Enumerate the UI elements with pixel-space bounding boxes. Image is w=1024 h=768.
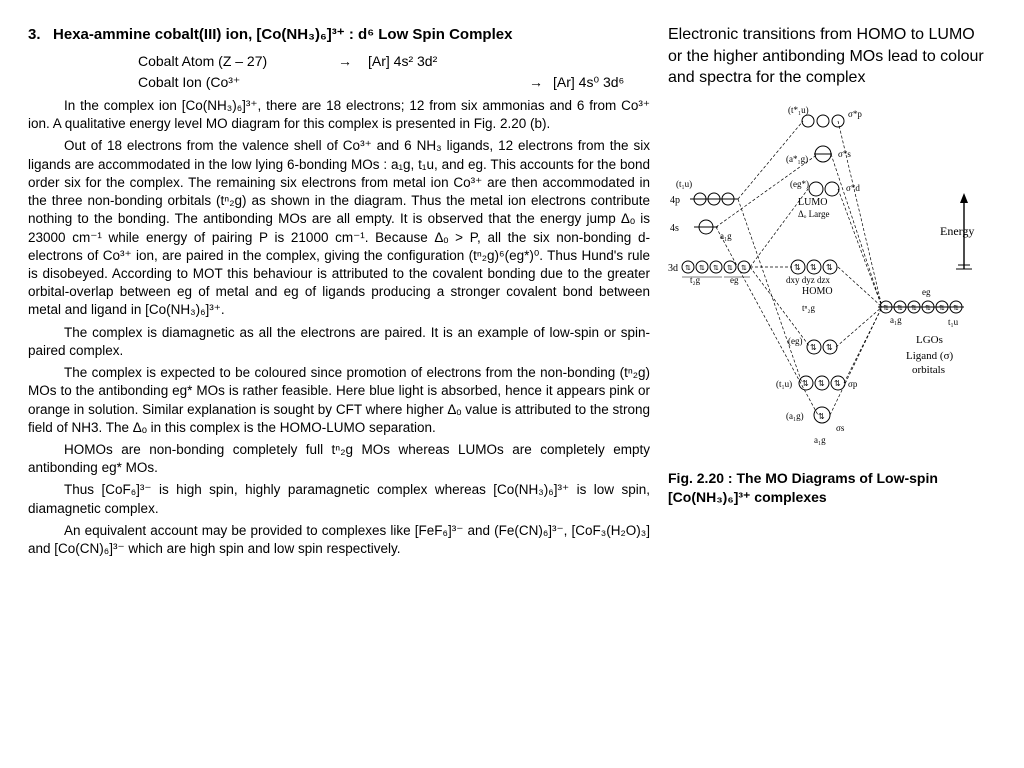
svg-text:eg: eg [730, 275, 739, 285]
paragraph-7: An equivalent account may be provided to… [28, 522, 650, 558]
svg-text:(a₁g): (a₁g) [786, 411, 804, 421]
title-text: Hexa-ammine cobalt(III) ion, [Co(NH₃)₆]³… [53, 26, 512, 43]
svg-text:⇅: ⇅ [818, 412, 825, 421]
svg-text:⇅: ⇅ [810, 263, 817, 272]
svg-text:HOMO: HOMO [802, 286, 833, 297]
svg-text:a₁g: a₁g [814, 435, 826, 445]
svg-text:⇅: ⇅ [818, 379, 825, 388]
svg-text:⇅: ⇅ [727, 264, 733, 272]
svg-text:3d: 3d [668, 263, 678, 274]
svg-text:σ*p: σ*p [848, 109, 862, 119]
paragraph-6: Thus [CoF₆]³⁻ is high spin, highly param… [28, 481, 650, 517]
config-atom-value: [Ar] 4s² 3d² [368, 51, 437, 72]
svg-text:t₁u: t₁u [948, 317, 959, 327]
svg-text:⇅: ⇅ [685, 264, 691, 272]
svg-text:⇅: ⇅ [699, 264, 705, 272]
arrow-icon: → [338, 72, 553, 93]
svg-text:⇅: ⇅ [826, 263, 833, 272]
mo-diagram: (t*₁u) σ*p σ*s (a*₁g) (eg*) σ*d LUMO Δₒ … [668, 99, 988, 459]
svg-text:LUMO: LUMO [798, 197, 827, 208]
svg-text:(a*₁g): (a*₁g) [786, 154, 808, 164]
svg-text:(t₁u): (t₁u) [676, 179, 692, 189]
paragraph-2: Out of 18 electrons from the valence she… [28, 137, 650, 319]
side-note: Electronic transitions from HOMO to LUMO… [668, 24, 988, 89]
svg-text:⇅: ⇅ [826, 343, 833, 352]
svg-text:σs: σs [836, 423, 845, 433]
svg-text:4s: 4s [670, 223, 679, 234]
svg-text:a₁g: a₁g [890, 315, 902, 325]
section-title: 3. Hexa-ammine cobalt(III) ion, [Co(NH₃)… [28, 24, 650, 45]
svg-text:(t₁u): (t₁u) [776, 379, 792, 389]
svg-text:t₂g: t₂g [690, 275, 701, 285]
svg-text:4p: 4p [670, 195, 680, 206]
svg-text:a₁g: a₁g [720, 231, 732, 241]
svg-text:⇅: ⇅ [810, 343, 817, 352]
paragraph-4: The complex is expected to be coloured s… [28, 364, 650, 437]
config-ion-value: [Ar] 4s⁰ 3d⁶ [553, 72, 624, 93]
svg-text:⇅: ⇅ [925, 304, 931, 312]
svg-text:⇅: ⇅ [741, 264, 747, 272]
paragraph-3: The complex is diamagnetic as all the el… [28, 324, 650, 360]
svg-text:(eg*): (eg*) [790, 179, 809, 189]
svg-text:⇅: ⇅ [713, 264, 719, 272]
title-number: 3. [28, 26, 41, 43]
svg-text:(eg): (eg) [788, 336, 803, 346]
svg-text:⇅: ⇅ [834, 379, 841, 388]
arrow-icon: → [338, 51, 368, 72]
svg-text:eg: eg [922, 287, 931, 297]
svg-text:Δₒ Large: Δₒ Large [798, 209, 829, 219]
svg-text:⇅: ⇅ [883, 304, 889, 312]
config-ion-label: Cobalt Ion (Co³⁺ [138, 72, 338, 93]
svg-text:dxy dyz dzx: dxy dyz dzx [786, 275, 830, 285]
svg-text:⇅: ⇅ [794, 263, 801, 272]
svg-text:⇅: ⇅ [897, 304, 903, 312]
svg-text:LGOs: LGOs [916, 334, 943, 346]
svg-text:⇅: ⇅ [953, 304, 959, 312]
config-atom-label: Cobalt Atom (Z – 27) [138, 51, 338, 72]
svg-text:Energy: Energy [940, 224, 974, 238]
svg-text:(t*₁u): (t*₁u) [788, 105, 809, 115]
svg-text:σp: σp [848, 379, 858, 389]
config-row-atom: Cobalt Atom (Z – 27) → [Ar] 4s² 3d² [28, 51, 650, 72]
figure-caption: Fig. 2.20 : The MO Diagrams of Low-spin … [668, 469, 988, 507]
svg-text:⇅: ⇅ [911, 304, 917, 312]
svg-text:⇅: ⇅ [802, 379, 809, 388]
config-row-ion: Cobalt Ion (Co³⁺ → [Ar] 4s⁰ 3d⁶ [28, 72, 650, 93]
svg-text:tⁿ₂g: tⁿ₂g [802, 303, 815, 313]
paragraph-1: In the complex ion [Co(NH₃)₆]³⁺, there a… [28, 97, 650, 133]
paragraph-5: HOMOs are non-bonding completely full tⁿ… [28, 441, 650, 477]
svg-text:⇅: ⇅ [939, 304, 945, 312]
svg-text:Ligand (σ): Ligand (σ) [906, 350, 954, 362]
svg-text:orbitals: orbitals [912, 364, 945, 376]
